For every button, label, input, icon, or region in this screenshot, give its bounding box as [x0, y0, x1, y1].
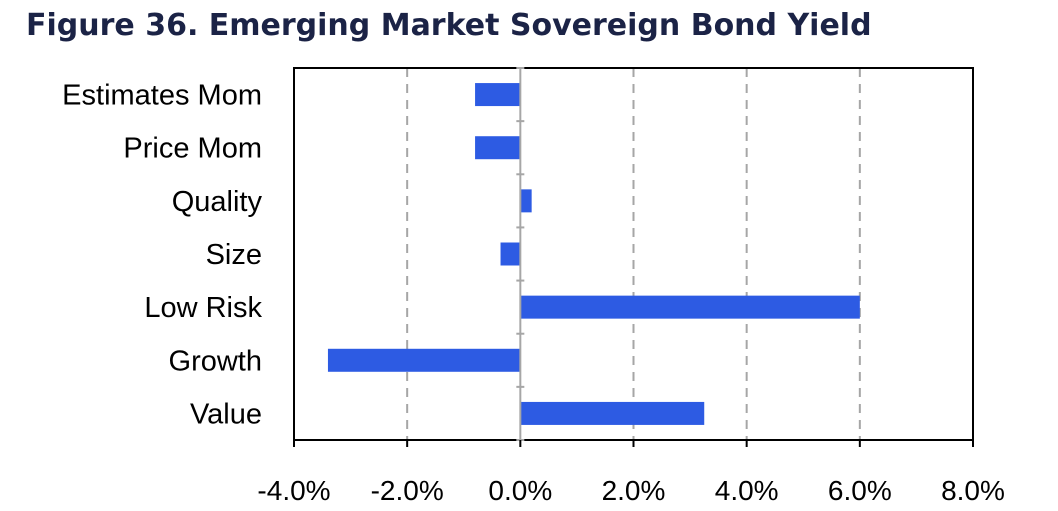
- bars: [327, 83, 860, 425]
- grid-lines: [406, 68, 861, 440]
- tick-labels: -4.0% -2.0% 0.0% 2.0% 4.0% 6.0% 8.0%: [257, 475, 1004, 506]
- bar-growth: [327, 348, 521, 372]
- category-label-low-risk: Low Risk: [144, 292, 262, 324]
- bar-size: [500, 242, 521, 266]
- category-label-value: Value: [190, 398, 262, 430]
- x-tick-label-3: 2.0%: [602, 475, 666, 506]
- category-label-growth: Growth: [169, 345, 262, 377]
- x-tick-label-4: 4.0%: [715, 475, 779, 506]
- chart-title: Figure 36. Emerging Market Sovereign Bon…: [26, 8, 872, 43]
- category-label-quality: Quality: [172, 186, 263, 218]
- bar-quality: [520, 189, 532, 213]
- category-label-size: Size: [206, 239, 262, 271]
- x-tick-label-1: -2.0%: [371, 475, 444, 506]
- bar-estimates-mom: [475, 83, 521, 107]
- x-tick-label-2: 0.0%: [488, 475, 552, 506]
- category-label-estimates-mom: Estimates Mom: [62, 80, 262, 112]
- bar-price-mom: [475, 136, 521, 160]
- x-tick-label-5: 6.0%: [828, 475, 892, 506]
- category-labels: Estimates Mom Price Mom Quality Size Low Ris…: [62, 80, 262, 431]
- bar-low-risk: [520, 295, 860, 319]
- x-tick-label-0: -4.0%: [257, 475, 330, 506]
- category-label-price-mom: Price Mom: [123, 133, 262, 165]
- axes: [293, 67, 974, 447]
- bar-value: [520, 401, 705, 425]
- x-tick-label-6: 8.0%: [941, 475, 1005, 506]
